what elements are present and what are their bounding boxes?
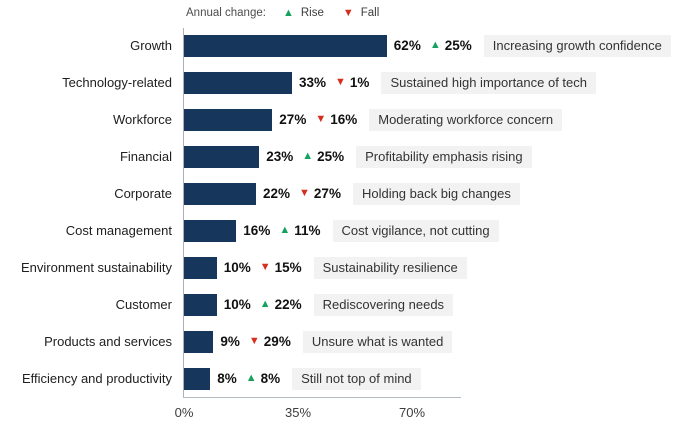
fall-icon: ▼ [342,6,354,19]
x-tick-35: 35% [284,405,312,420]
bar [184,219,237,242]
legend-title: Annual change: [186,7,266,19]
chart-row: Financial 23% ▲ 25% Profitability emphas… [0,138,675,175]
category-label: Technology-related [62,75,172,90]
bar [184,293,217,316]
category-label: Products and services [44,334,172,349]
fall-icon: ▼ [248,335,260,347]
fall-icon: ▼ [335,76,346,88]
annotation-pill: Profitability emphasis rising [356,145,532,168]
value-label: 62% [393,38,421,53]
fall-icon: ▼ [299,187,310,199]
annotation-pill: Sustained high importance of tech [381,71,597,94]
chart-rows: Growth 62% ▲ 25% Increasing growth confi… [0,27,675,397]
category-label: Growth [130,38,172,53]
change-label: 29% [263,334,291,349]
change-label: 27% [313,186,341,201]
annotation-pill: Holding back big changes [352,182,520,205]
annotation-pill: Moderating workforce concern [369,108,563,131]
value-label: 27% [279,112,307,127]
fall-icon: ▼ [259,261,271,273]
change-label: 1% [349,75,370,90]
rise-icon: ▲ [302,150,314,162]
x-tick-0: 0% [174,405,194,420]
chart-row: Corporate 22% ▼ 27% Holding back big cha… [0,175,675,212]
chart-row: Efficiency and productivity 8% ▲ 8% Stil… [0,360,675,397]
bar [184,367,211,390]
annotation-pill: Sustainability resilience [313,256,467,279]
chart-row: Workforce 27% ▼ 16% Moderating workforce… [0,101,675,138]
chart-row: Growth 62% ▲ 25% Increasing growth confi… [0,27,675,64]
bar [184,256,217,279]
chart-row: Customer 10% ▲ 22% Rediscovering needs [0,286,675,323]
rise-icon: ▲ [259,298,271,310]
value-label: 16% [243,223,271,238]
x-tick-70: 70% [398,405,426,420]
chart-row: Products and services 9% ▼ 29% Unsure wh… [0,323,675,360]
rise-icon: ▲ [279,224,291,236]
chart-row: Cost management 16% ▲ 11% Cost vigilance… [0,212,675,249]
value-label: 9% [220,334,240,349]
bar [184,108,273,131]
category-label: Workforce [113,112,172,127]
category-label: Environment sustainability [20,260,172,275]
bar [184,182,256,205]
annotation-pill: Rediscovering needs [313,293,454,316]
annotation-pill: Unsure what is wanted [302,330,453,353]
chart-row: Environment sustainability 10% ▼ 15% Sus… [0,249,675,286]
annotation-pill: Increasing growth confidence [483,34,671,57]
rise-icon: ▲ [429,39,441,51]
change-label: 11% [294,223,321,238]
category-label: Customer [115,297,172,312]
bar [184,71,292,94]
category-label: Financial [119,149,172,164]
value-label: 23% [266,149,294,164]
legend: Annual change: ▲ Rise ▼ Fall [186,7,398,19]
legend-fall-label: Fall [360,7,380,19]
annotation-pill: Still not top of mind [292,367,421,390]
change-label: 8% [260,371,281,386]
legend-rise-label: Rise [300,7,324,19]
category-label: Efficiency and productivity [21,371,172,386]
change-label: 15% [274,260,302,275]
change-label: 25% [444,38,472,53]
change-label: 22% [274,297,302,312]
rise-icon: ▲ [245,372,257,384]
rise-icon: ▲ [282,6,294,19]
value-label: 8% [217,371,237,386]
y-axis-line [183,28,184,397]
chart-row: Technology-related 33% ▼ 1% Sustained hi… [0,64,675,101]
value-label: 10% [223,260,251,275]
change-label: 16% [330,112,358,127]
x-axis-line [183,397,461,398]
category-label: Corporate [114,186,172,201]
category-label: Cost management [65,223,172,238]
bar [184,145,260,168]
bar [184,34,387,57]
value-label: 33% [299,75,327,90]
change-label: 25% [317,149,345,164]
value-label: 10% [223,297,251,312]
fall-icon: ▼ [315,113,327,125]
value-label: 22% [263,186,291,201]
annotation-pill: Cost vigilance, not cutting [332,219,499,242]
bar [184,330,214,353]
